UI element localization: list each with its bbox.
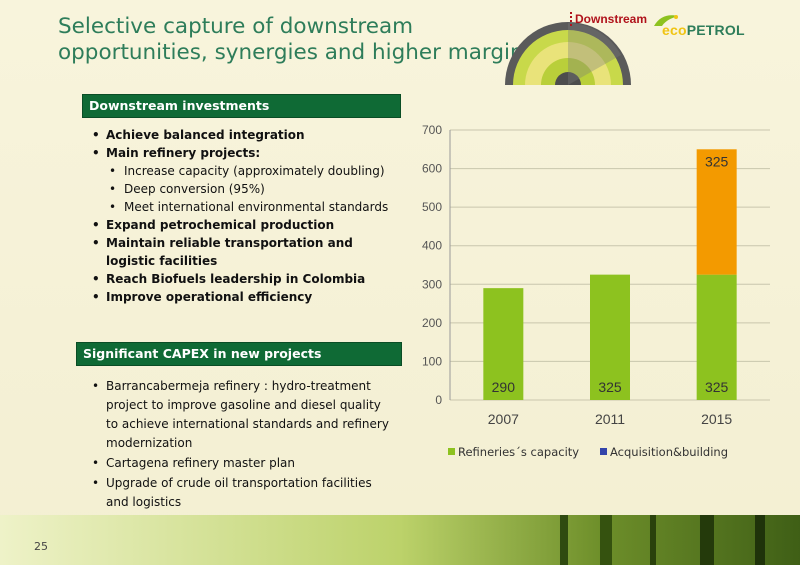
- data-label: 325: [598, 379, 622, 395]
- y-tick-label: 400: [422, 239, 442, 253]
- iguana-icon: [654, 15, 678, 26]
- list-item: Upgrade of crude oil transportation faci…: [90, 474, 390, 512]
- bar-2007-s0: [483, 288, 524, 400]
- downstream-investments-list: Achieve balanced integration Main refine…: [90, 126, 390, 306]
- data-label: 325: [705, 153, 729, 169]
- y-tick-label: 200: [422, 316, 442, 330]
- list-item: Main refinery projects:: [90, 144, 390, 162]
- list-item: Reach Biofuels leadership in Colombia: [90, 270, 390, 288]
- logo-petrol: PETROL: [686, 22, 745, 38]
- bar-2015-s1: [696, 149, 737, 275]
- slide-title: Selective capture of downstream opportun…: [58, 14, 535, 66]
- list-item: Improve operational efficiency: [90, 288, 390, 306]
- y-tick-label: 700: [422, 123, 442, 137]
- logo-eco: eco: [662, 22, 687, 38]
- legend-label: Acquisition&building: [610, 445, 728, 459]
- y-tick-label: 100: [422, 354, 442, 368]
- list-item: Barrancabermeja refinery : hydro-treatme…: [90, 377, 390, 453]
- x-tick-label: 2007: [488, 411, 519, 427]
- title-line-2: opportunities, synergies and higher marg…: [58, 40, 535, 65]
- data-label: 290: [492, 379, 516, 395]
- list-item: Cartagena refinery master plan: [90, 454, 390, 473]
- ecopetrol-logo: ecoPETROL: [648, 14, 778, 44]
- legend-label: Refineries´s capacity: [458, 445, 579, 459]
- y-tick-label: 500: [422, 200, 442, 214]
- y-tick-label: 0: [435, 393, 442, 407]
- capex-list: Barrancabermeja refinery : hydro-treatme…: [90, 377, 390, 513]
- y-tick-label: 600: [422, 162, 442, 176]
- section-label-downstream: Downstream: [570, 12, 647, 26]
- capex-header: Significant CAPEX in new projects: [76, 342, 402, 366]
- data-label: 325: [705, 379, 729, 395]
- bar-2015-s0: [696, 274, 737, 400]
- bar-2011-s0: [590, 274, 630, 400]
- page-number: 25: [34, 540, 48, 553]
- x-tick-label: 2015: [701, 411, 732, 427]
- downstream-investments-header: Downstream investments: [82, 94, 401, 118]
- title-line-1: Selective capture of downstream: [58, 14, 414, 39]
- forest-footer-image: [0, 515, 800, 565]
- legend-swatch: [448, 448, 455, 455]
- value-chain-wheel-graphic: [505, 22, 631, 85]
- list-subitem: Meet international environmental standar…: [90, 198, 390, 216]
- refinery-capacity-chart: 0 100 200 300 400 500 600 700 290 2007 325 2011 325 3…: [422, 123, 770, 459]
- y-tick-label: 300: [422, 277, 442, 291]
- legend-swatch: [600, 448, 607, 455]
- x-tick-label: 2011: [595, 411, 625, 427]
- list-subitem: Deep conversion (95%): [90, 180, 390, 198]
- list-item: Maintain reliable transportation and log…: [90, 234, 390, 270]
- list-item: Expand petrochemical production: [90, 216, 390, 234]
- list-item: Achieve balanced integration: [90, 126, 390, 144]
- list-subitem: Increase capacity (approximately doublin…: [90, 162, 390, 180]
